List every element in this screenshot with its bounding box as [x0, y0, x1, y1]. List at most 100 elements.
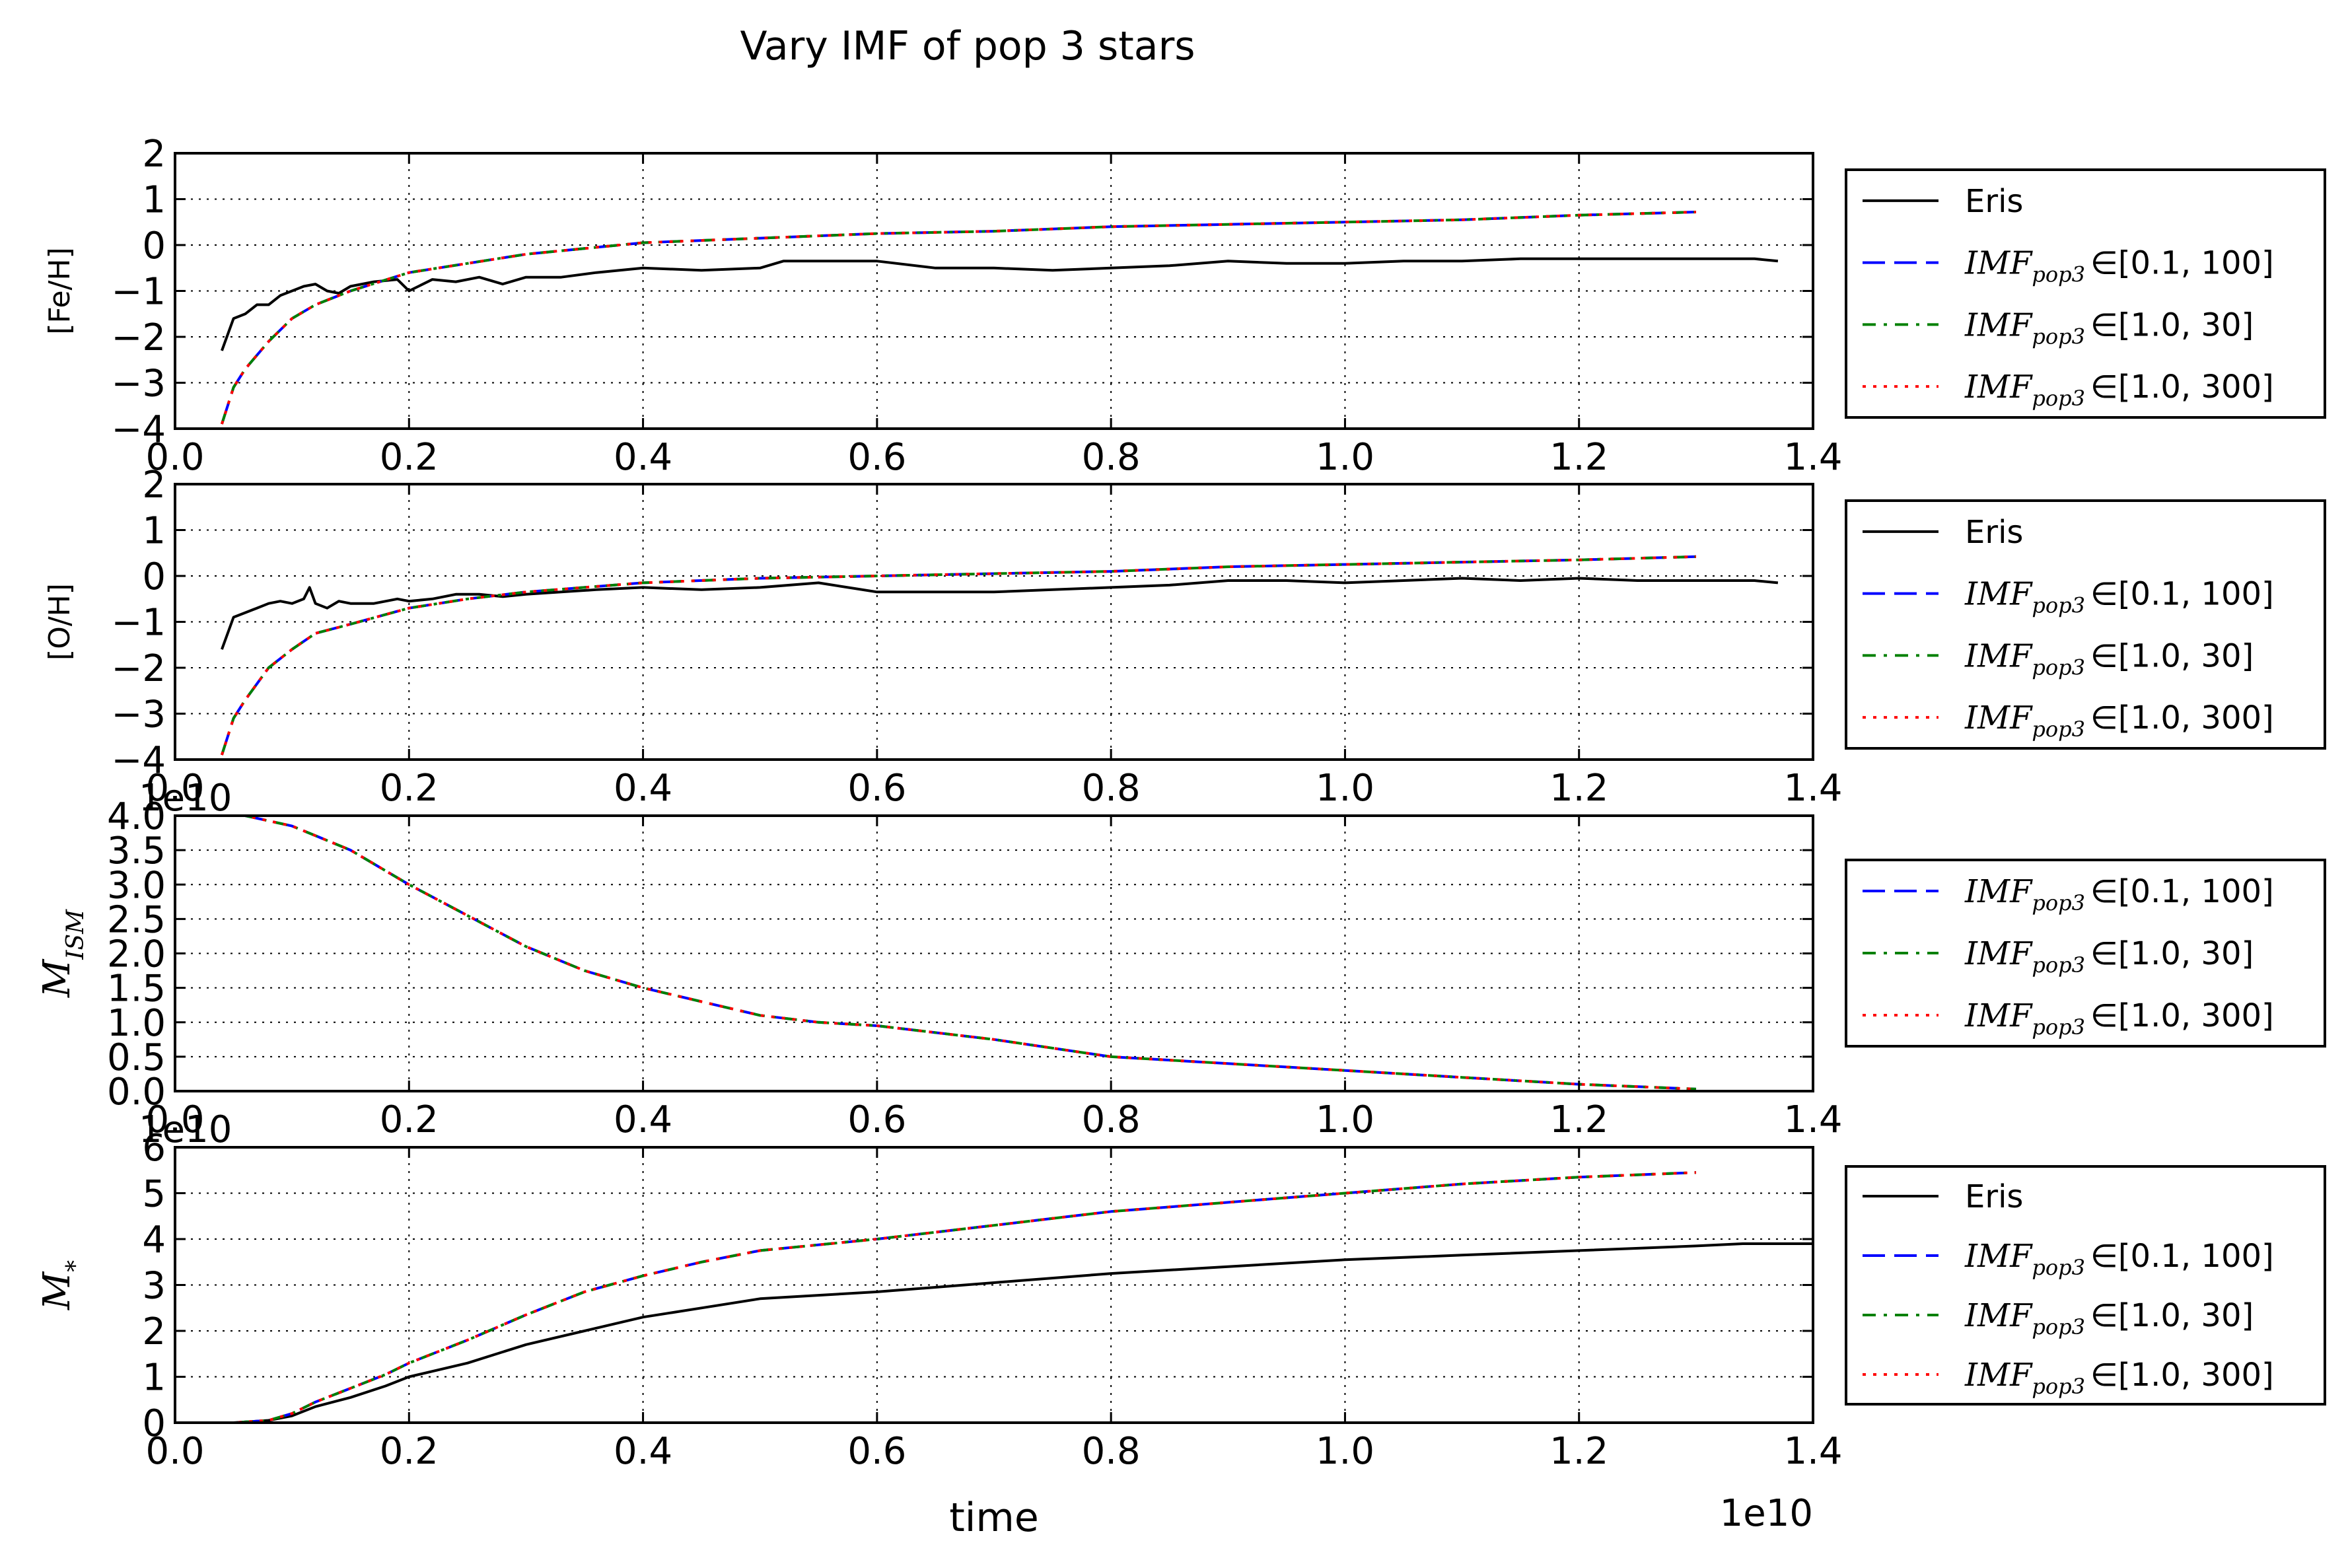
legend-entry-range: ∈[1.0, 30] [2090, 1297, 2254, 1334]
legend-entry: IMFpop3 ∈[1.0, 300] [1964, 369, 2274, 411]
x-tick-label: 0.4 [614, 1098, 672, 1141]
x-tick-label: 0.6 [847, 1430, 906, 1473]
x-tick-label: 0.6 [847, 1098, 906, 1141]
legend-entry-name: IMF [1964, 873, 2033, 910]
legend-entry-range: ∈[1.0, 30] [2090, 637, 2254, 674]
legend-entry-range: ∈[1.0, 300] [2090, 699, 2274, 736]
x-tick-label: 0.0 [145, 767, 204, 810]
series-group [210, 816, 1696, 1090]
y-tick-label: 1.5 [107, 968, 166, 1011]
x-tick-label: 0.2 [380, 1430, 439, 1473]
legend-entry: IMFpop3 ∈[0.1, 100] [1964, 576, 2274, 618]
legend-entry: Eris [1965, 514, 2023, 551]
y-tick-label: −3 [111, 363, 166, 406]
y-tick-label: 1 [142, 179, 166, 222]
y-axis-label-main: M [36, 1271, 79, 1310]
y-axis-label-sub: ISM [62, 909, 89, 960]
x-tick-label: 0.2 [380, 436, 439, 479]
x-tick-label: 1.2 [1549, 436, 1608, 479]
legend-box [1845, 499, 2326, 750]
x-tick-label: 1.2 [1549, 767, 1608, 810]
figure-title: Vary IMF of pop 3 stars [740, 23, 1195, 69]
y-tick-label: 4.0 [107, 795, 166, 838]
legend-entry: IMFpop3 ∈[1.0, 300] [1964, 997, 2274, 1040]
legend-entry-name: IMF [1964, 245, 2033, 282]
x-tick-label: 1.4 [1783, 1098, 1842, 1141]
x-tick-label: 0.2 [380, 1098, 439, 1141]
y-tick-label: 0 [142, 1402, 166, 1445]
series-group [220, 211, 1779, 425]
grid [175, 153, 1813, 429]
x-tick-label: 1.0 [1316, 1098, 1374, 1141]
y-tick-label: 6 [142, 1127, 166, 1170]
legend-entry: IMFpop3 ∈[1.0, 300] [1964, 699, 2274, 742]
legend-entry-sub: pop3 [2032, 1255, 2085, 1280]
y-tick-label: 1 [142, 1357, 166, 1400]
legend-entry-range: ∈[1.0, 300] [2090, 369, 2274, 406]
x-tick-label: 0.6 [847, 436, 906, 479]
legend-box [1845, 859, 2326, 1048]
legend-entry-name: IMF [1964, 935, 2033, 972]
y-tick-label: 3.5 [107, 830, 166, 873]
y-tick-label: −2 [111, 316, 166, 359]
legend-entry-name: IMF [1964, 1357, 2033, 1394]
y-axis-offset-label: 1e10 [139, 1108, 232, 1151]
legend-box [1845, 1165, 2326, 1406]
x-tick-label: 1.0 [1316, 436, 1374, 479]
legend-entry-name: IMF [1964, 637, 2033, 674]
y-tick-label: 0.0 [107, 1071, 166, 1114]
x-tick-label: 0.4 [614, 1430, 672, 1473]
legend-entry-range: ∈[0.1, 100] [2090, 245, 2274, 282]
legend-entry-range: ∈[1.0, 300] [2090, 997, 2274, 1034]
series-line-1 [221, 577, 1779, 650]
series-group [175, 1171, 1813, 1423]
x-tick-label: 0.0 [145, 1430, 204, 1473]
legend-entry-range: ∈[0.1, 100] [2090, 576, 2274, 613]
grid [175, 484, 1813, 760]
x-tick-label: 0.8 [1082, 767, 1141, 810]
y-axis-label-main: M [36, 958, 79, 998]
legend-entry: IMFpop3 ∈[1.0, 30] [1964, 637, 2254, 680]
legend-entry: IMFpop3 ∈[0.1, 100] [1964, 873, 2274, 915]
series-group [220, 555, 1779, 756]
x-tick-label: 1.0 [1316, 1430, 1374, 1473]
legend-entry-sub: pop3 [2032, 262, 2085, 287]
legend-entry-sub: pop3 [2032, 324, 2085, 349]
series-line-3 [210, 816, 1696, 1090]
x-tick-label: 0.8 [1082, 1430, 1141, 1473]
legend-entry-range: ∈[1.0, 30] [2090, 306, 2254, 343]
x-tick-label: 1.0 [1316, 767, 1374, 810]
y-axis-offset-label: 1e10 [139, 777, 232, 820]
y-axis-label: [Fe/H] [43, 247, 77, 334]
series-line-1 [221, 257, 1779, 351]
legend-entry-range: ∈[0.1, 100] [2090, 873, 2274, 910]
y-tick-label: 2.5 [107, 898, 166, 941]
legend: IMFpop3 ∈[0.1, 100] IMFpop3 ∈[1.0, 30] IMFpo… [1845, 859, 2326, 1048]
x-tick-label: 1.4 [1783, 1430, 1842, 1473]
legend-entry: IMFpop3 ∈[1.0, 30] [1964, 935, 2254, 978]
x-tick-label: 1.4 [1783, 767, 1842, 810]
y-tick-label: −1 [111, 602, 166, 645]
legend-entry-name: IMF [1964, 699, 2033, 736]
legend-entry: Eris [1965, 1178, 2023, 1215]
series-line-4 [220, 211, 1696, 425]
y-tick-label: −4 [111, 739, 166, 782]
grid [175, 816, 1813, 1091]
x-tick-label: 0.6 [847, 767, 906, 810]
y-tick-label: 0.5 [107, 1036, 166, 1079]
legend-entry-name: IMF [1964, 1238, 2033, 1275]
y-tick-label: 3 [142, 1265, 166, 1308]
legend-entry-sub: pop3 [2032, 655, 2085, 680]
legend-entry: IMFpop3 ∈[1.0, 30] [1964, 306, 2254, 349]
y-tick-label: 2 [142, 464, 166, 507]
legend-entry-sub: pop3 [2032, 1314, 2085, 1339]
x-tick-label: 0.0 [145, 436, 204, 479]
y-tick-label: −3 [111, 694, 166, 736]
x-tick-label: 1.2 [1549, 1430, 1608, 1473]
series-line-4 [175, 1171, 1696, 1423]
